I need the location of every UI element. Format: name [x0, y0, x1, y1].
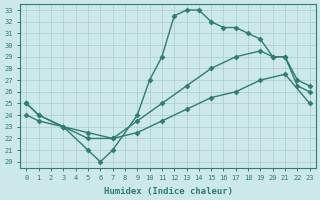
X-axis label: Humidex (Indice chaleur): Humidex (Indice chaleur)	[104, 187, 233, 196]
